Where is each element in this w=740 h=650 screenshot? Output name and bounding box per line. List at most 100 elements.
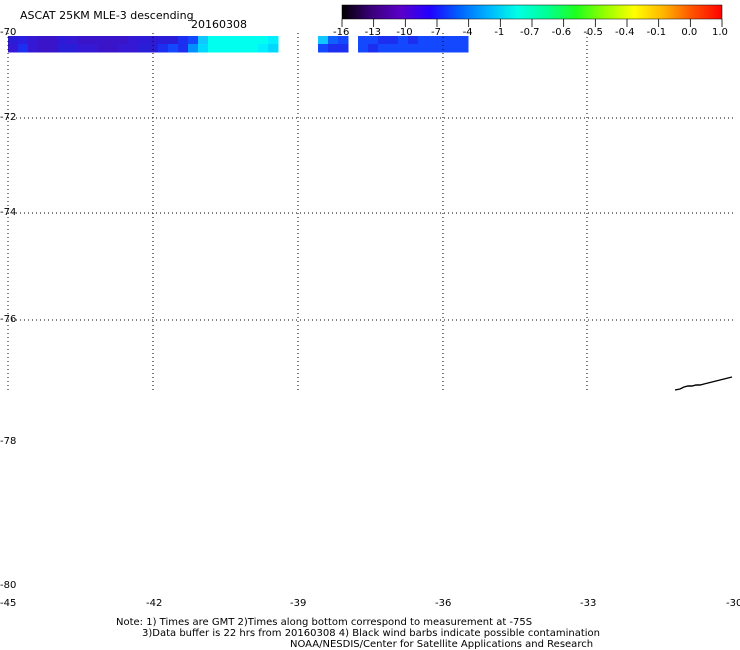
swath-cell [238,36,249,45]
colorbar-tick-label: 0.0 [681,27,698,38]
colorbar [341,4,723,27]
swath-cell [28,36,39,45]
colorbar-tick-label: -0.6 [551,27,572,38]
swath-cell [168,36,179,45]
colorbar-tick-label: -13 [364,27,381,38]
swath-cell [368,44,379,53]
swath-cell [328,44,339,53]
swath-cell [98,36,109,45]
swath-cell [388,36,399,45]
swath-cell [88,44,99,53]
swath-cell [358,44,369,53]
note-line-3: NOAA/NESDIS/Center for Satellite Applica… [290,639,594,650]
latitude-label: -72 [0,112,17,123]
swath-cell [368,36,379,45]
swath-cell [18,36,29,45]
swath-cell [118,44,129,53]
swath-cell [78,36,89,45]
swath-cell [28,44,39,53]
swath-cell [318,36,329,45]
swath-cell [208,44,219,53]
scatterometer-swath [8,36,469,53]
latitude-label: -80 [0,580,17,591]
swath-cell [408,36,419,45]
colorbar-tick-label: -0.7 [520,27,540,38]
swath-cell [338,44,349,53]
swath-cell [378,44,389,53]
coastline [674,376,733,391]
swath-cell [228,44,239,53]
swath-cell [48,36,59,45]
swath-cell [108,36,119,45]
swath-cell [428,44,439,53]
swath-cell [258,44,269,53]
swath-cell [48,44,59,53]
colorbar-ticks [341,19,723,27]
swath-cell [158,36,169,45]
swath-cell [418,36,429,45]
swath-cell [198,44,209,53]
swath-cell [258,36,269,45]
swath-cell [118,36,129,45]
longitude-label: -39 [290,598,307,609]
colorbar-tick-label: -0.4 [615,27,635,38]
swath-cell [228,36,239,45]
swath-cell [398,36,409,45]
colorbar-tick-label: -16 [333,27,350,38]
swath-cell [458,36,469,45]
latitude-label: -70 [0,27,17,38]
swath-cell [68,44,79,53]
swath-cell [98,44,109,53]
product-date: 20160308 [191,18,247,31]
swath-cell [178,44,189,53]
swath-cell [268,36,279,45]
swath-cell [168,44,179,53]
swath-cell [148,36,159,45]
swath-cell [338,36,349,45]
swath-cell [248,44,259,53]
colorbar-tick-label: -0.5 [583,27,603,38]
swath-cell [218,44,229,53]
swath-cell [178,36,189,45]
swath-cell [128,44,139,53]
colorbar-tick-label: -0.1 [646,27,667,38]
swath-cell [458,44,469,53]
swath-cell [138,44,149,53]
swath-cell [38,44,49,53]
colorbar-tick-label: -7 [431,27,441,38]
swath-cell [208,36,219,45]
note-line-2: 3)Data buffer is 22 hrs from 20160308 4)… [142,628,600,639]
swath-cell [328,36,339,45]
swath-cell [268,44,279,53]
longitude-label: -36 [435,598,452,609]
swath-cell [188,36,199,45]
longitude-label: -42 [146,598,163,609]
swath-cell [238,44,249,53]
swath-cell [398,44,409,53]
longitude-label: -45 [0,598,17,609]
colorbar-tick-label: -4 [462,27,473,38]
latitude-label: -76 [0,314,17,325]
swath-cell [18,44,29,53]
swath-cell [38,36,49,45]
swath-cell [418,44,429,53]
swath-cell [8,44,19,53]
swath-cell [78,44,89,53]
swath-cell [198,36,209,45]
swath-cell [448,44,459,53]
swath-cell [428,36,439,45]
note-line-1: Note: 1) Times are GMT 2)Times along bot… [116,617,533,628]
swath-cell [148,44,159,53]
swath-cell [58,44,69,53]
swath-cell [188,44,199,53]
swath-cell [358,36,369,45]
swath-cell [318,44,329,53]
colorbar-tick-label: -1 [494,27,505,38]
swath-cell [378,36,389,45]
swath-cell [8,36,19,45]
longitude-label: -30 [726,598,740,609]
map-gridlines [7,33,735,390]
colorbar-tick-label: 1.0 [712,27,728,38]
swath-cell [438,44,449,53]
